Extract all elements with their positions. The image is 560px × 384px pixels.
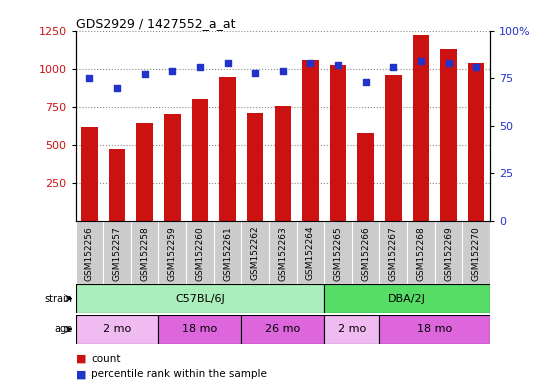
Point: [389, 64, 398, 70]
Point: [417, 58, 426, 64]
Point: [113, 85, 122, 91]
Point: [140, 71, 149, 78]
Text: 18 mo: 18 mo: [417, 324, 452, 334]
Text: GSM152262: GSM152262: [251, 226, 260, 280]
Text: GSM152268: GSM152268: [417, 226, 426, 281]
Bar: [137, 123, 153, 221]
Bar: [440, 49, 457, 221]
Point: [306, 60, 315, 66]
Text: 18 mo: 18 mo: [183, 324, 217, 334]
Text: GSM152269: GSM152269: [444, 226, 453, 281]
Text: GSM152257: GSM152257: [113, 226, 122, 281]
Text: DBA/2J: DBA/2J: [388, 293, 426, 304]
Point: [195, 64, 204, 70]
Point: [168, 68, 177, 74]
Text: GSM152256: GSM152256: [85, 226, 94, 281]
Bar: [81, 126, 97, 221]
Text: GDS2929 / 1427552_a_at: GDS2929 / 1427552_a_at: [76, 17, 235, 30]
Point: [223, 60, 232, 66]
Text: count: count: [91, 354, 121, 364]
Text: GSM152258: GSM152258: [140, 226, 149, 281]
Bar: [247, 113, 263, 221]
Bar: [468, 63, 484, 221]
Point: [334, 62, 343, 68]
Text: GSM152267: GSM152267: [389, 226, 398, 281]
Bar: [158, 315, 241, 344]
Point: [444, 60, 453, 66]
Text: 2 mo: 2 mo: [103, 324, 131, 334]
Bar: [274, 106, 291, 221]
Text: C57BL/6J: C57BL/6J: [175, 293, 225, 304]
Text: strain: strain: [45, 293, 73, 304]
Text: age: age: [55, 324, 73, 334]
Text: GSM152261: GSM152261: [223, 226, 232, 281]
Point: [85, 75, 94, 81]
Point: [361, 79, 370, 85]
Bar: [385, 75, 402, 221]
Text: 2 mo: 2 mo: [338, 324, 366, 334]
Bar: [413, 35, 429, 221]
Bar: [241, 315, 324, 344]
Bar: [109, 149, 125, 221]
Text: GSM152265: GSM152265: [334, 226, 343, 281]
Text: GSM152263: GSM152263: [278, 226, 287, 281]
Bar: [76, 284, 324, 313]
Text: GSM152264: GSM152264: [306, 226, 315, 280]
Text: GSM152266: GSM152266: [361, 226, 370, 281]
Point: [472, 64, 480, 70]
Bar: [164, 114, 180, 221]
Bar: [380, 315, 490, 344]
Bar: [357, 133, 374, 221]
Text: GSM152270: GSM152270: [472, 226, 480, 281]
Bar: [76, 315, 158, 344]
Text: GSM152259: GSM152259: [168, 226, 177, 281]
Bar: [330, 65, 346, 221]
Bar: [324, 284, 490, 313]
Point: [251, 70, 260, 76]
Bar: [302, 60, 319, 221]
Text: ■: ■: [76, 369, 86, 379]
Text: ■: ■: [76, 354, 86, 364]
Bar: [192, 99, 208, 221]
Text: percentile rank within the sample: percentile rank within the sample: [91, 369, 267, 379]
Text: GSM152260: GSM152260: [195, 226, 204, 281]
Point: [278, 68, 287, 74]
Bar: [220, 77, 236, 221]
Bar: [324, 315, 380, 344]
Text: 26 mo: 26 mo: [265, 324, 300, 334]
